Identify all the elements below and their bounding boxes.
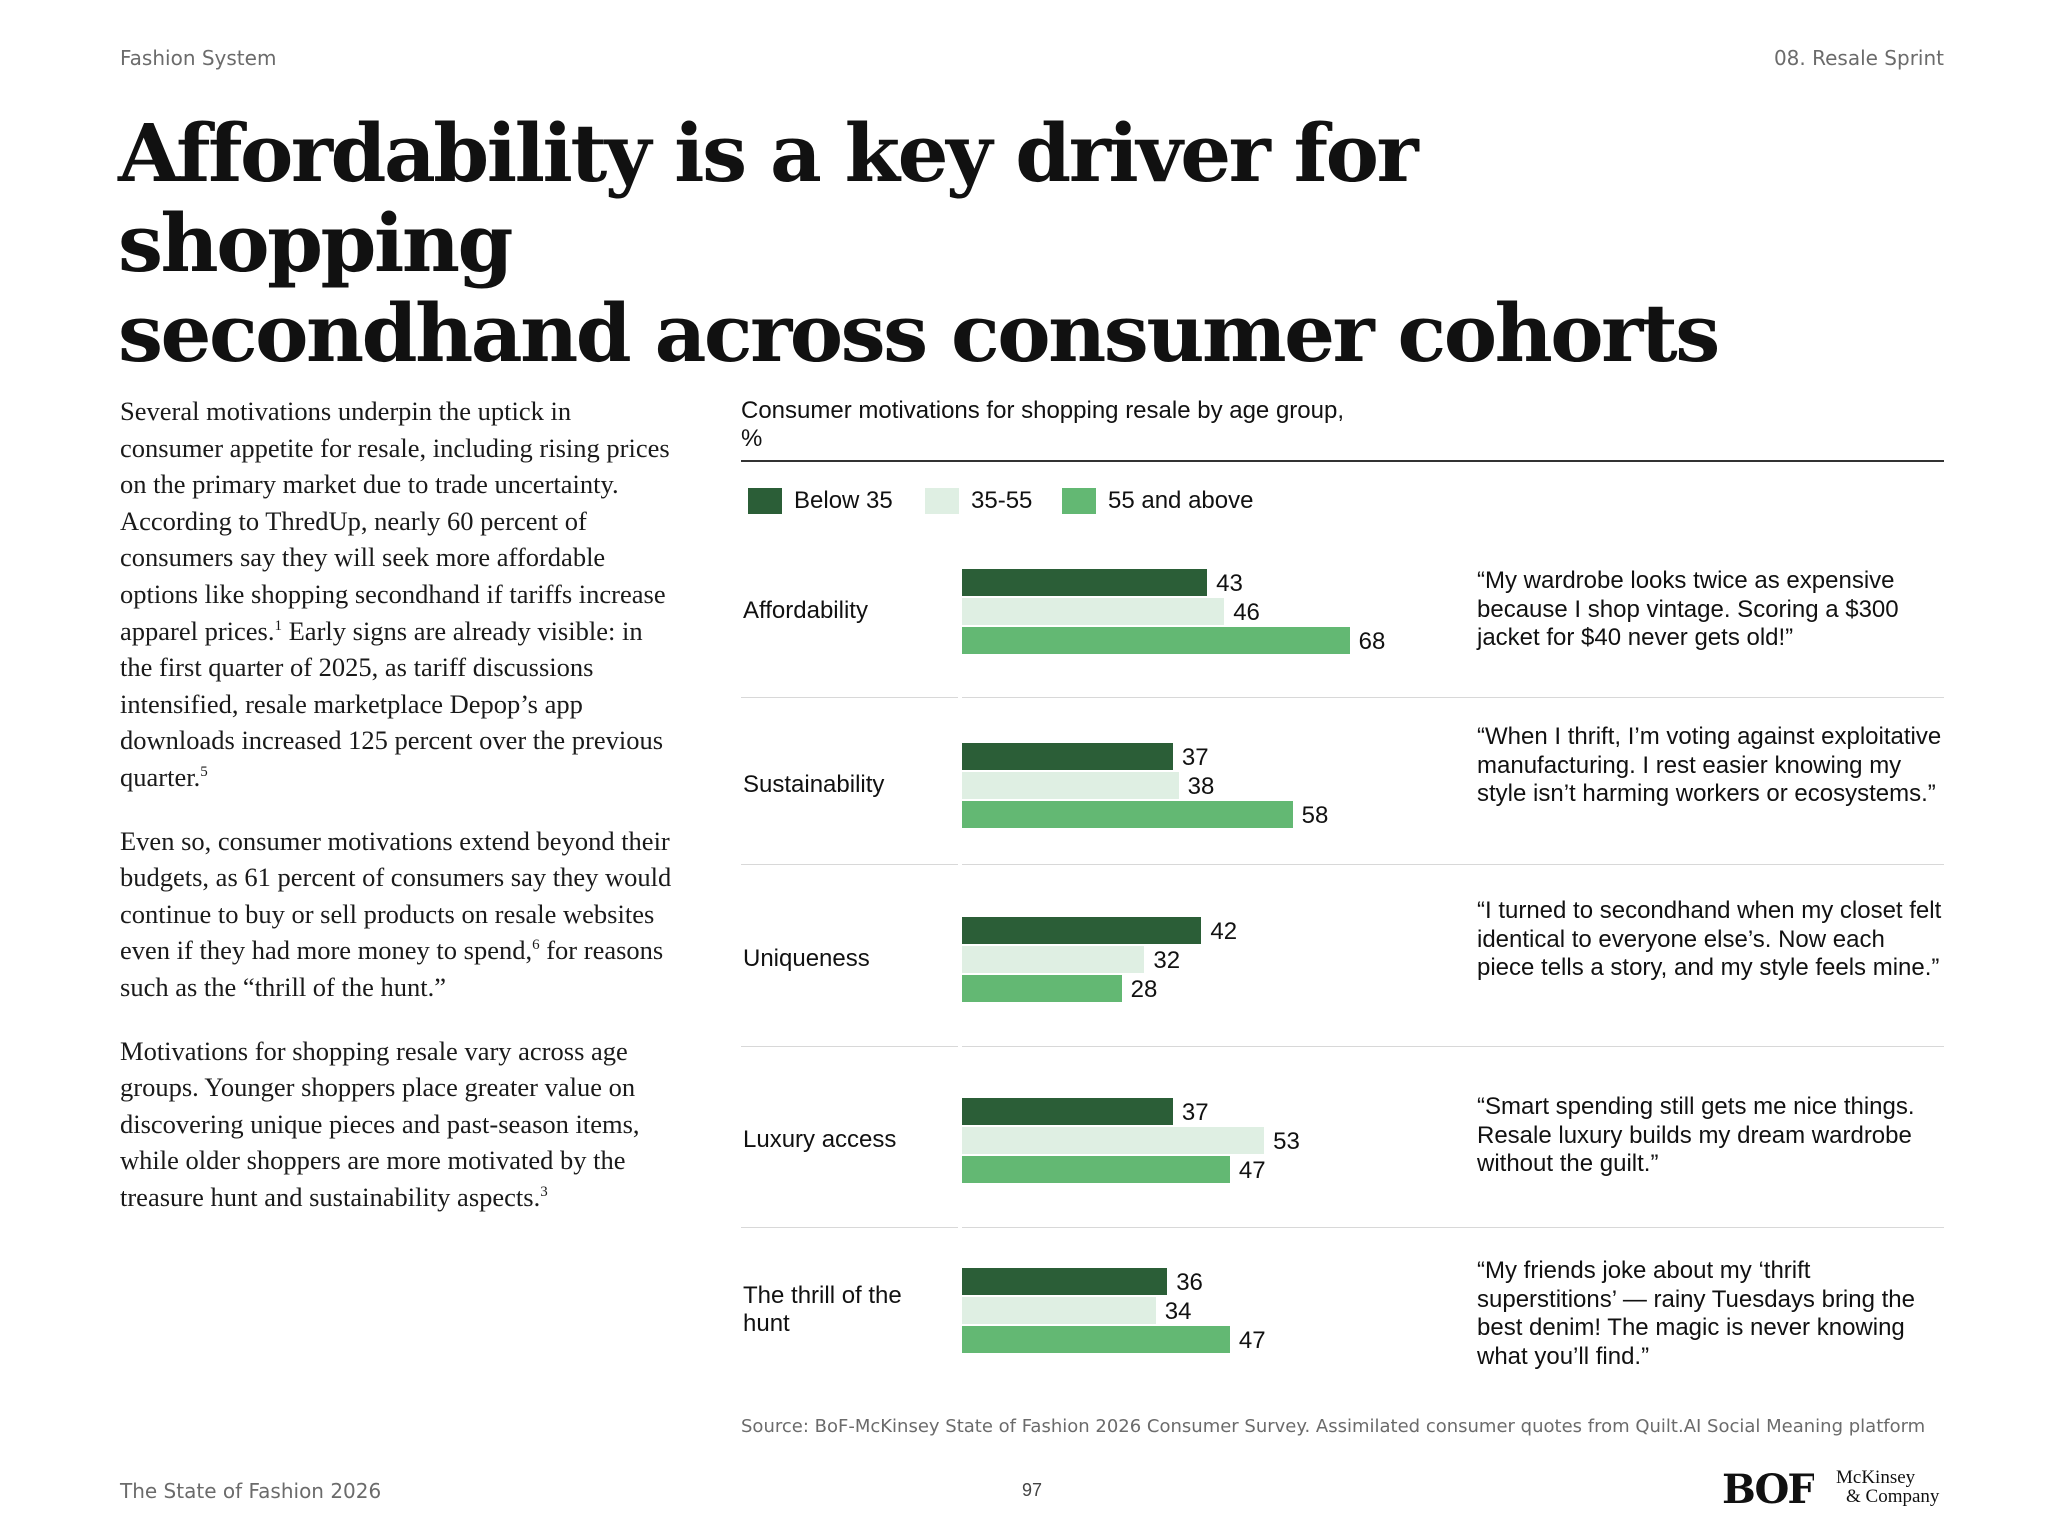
mckinsey-logo-line-1: McKinsey (1836, 1467, 1916, 1488)
chapter-label: 08. Resale Sprint (1773, 46, 1944, 70)
footnote-ref: 6 (532, 937, 540, 954)
bar-value-label: 43 (1216, 570, 1243, 597)
chart-title: Consumer motivations for shopping resale… (741, 397, 1344, 452)
page-number: 97 (1022, 1480, 1043, 1500)
section-label: Fashion System (120, 46, 277, 70)
row-divider (741, 1227, 958, 1228)
bar-value-label: 28 (1130, 976, 1158, 1003)
bar-value-label: 53 (1273, 1128, 1300, 1155)
bar-value-label: 47 (1238, 1157, 1266, 1184)
page-title-line-2: secondhand across consumer cohorts (118, 286, 1720, 380)
category-label: Sustainability (743, 771, 885, 798)
footnote-ref: 5 (200, 764, 208, 781)
row-divider (741, 697, 958, 698)
bar-value-label: 36 (1176, 1269, 1203, 1296)
chart-unit: % (741, 425, 763, 452)
page-title-line-1: Affordability is a key driver for shoppi… (118, 106, 1419, 290)
bar-below-35 (962, 917, 1202, 944)
category-label: Affordability (743, 597, 868, 624)
page-title: Affordability is a key driver for shoppi… (118, 108, 1818, 378)
bar-value-label: 37 (1181, 744, 1209, 771)
bof-logo-text: BOF (1722, 1466, 1814, 1511)
body-paragraph-1: Several motivations underpin the uptick … (120, 396, 670, 792)
mckinsey-logo: McKinsey & Company (1836, 1467, 1940, 1507)
bar-35-55 (962, 772, 1179, 799)
row-divider (962, 697, 1944, 698)
body-paragraph-2: Even so, consumer motivations extend bey… (120, 825, 672, 1002)
row-divider (741, 864, 958, 865)
legend-item-3: 55 and above (1062, 486, 1253, 516)
consumer-quote: “Smart spending still gets me nice thing… (1477, 1093, 1915, 1177)
bar-value-label: 34 (1164, 1298, 1192, 1325)
row-divider (962, 1227, 1944, 1228)
row-divider (962, 1046, 1944, 1047)
bar-35-55 (962, 946, 1145, 973)
bar-value-label: 42 (1210, 918, 1238, 945)
legend-label: 55 and above (1108, 487, 1254, 514)
body-paragraph-3: Motivations for shopping resale vary acr… (120, 1035, 640, 1212)
bar-value-label: 32 (1153, 947, 1181, 974)
bar-35-55 (962, 1127, 1265, 1154)
source-note: Source: BoF-McKinsey State of Fashion 20… (741, 1416, 1926, 1437)
row-divider (741, 1046, 958, 1047)
bar-35-55 (962, 1297, 1156, 1324)
bar-below-35 (962, 569, 1208, 596)
bar-below-35 (962, 743, 1173, 770)
mckinsey-logo-line-2: & Company (1846, 1486, 1940, 1507)
legend-item-2: 35-55 (925, 486, 1032, 516)
chart-title-rule (741, 460, 1944, 462)
legend-label: 35-55 (971, 487, 1033, 514)
bar-value-label: 38 (1187, 773, 1215, 800)
legend-swatch (1062, 488, 1096, 514)
bar-below-35 (962, 1268, 1168, 1295)
footnote-ref: 3 (540, 1184, 548, 1201)
bar-below-35 (962, 1098, 1173, 1125)
legend-label: Below 35 (794, 487, 893, 514)
bar-value-label: 46 (1233, 599, 1260, 626)
legend-item-1: Below 35 (748, 486, 893, 516)
legend-swatch (748, 488, 782, 514)
bof-logo: BOF (1722, 1466, 1814, 1511)
footnote-ref: 1 (274, 617, 283, 634)
legend-swatch (925, 488, 959, 514)
row-divider (962, 864, 1944, 865)
bar-value-label: 47 (1238, 1327, 1266, 1354)
category-label: The thrill of the hunt (743, 1282, 902, 1337)
consumer-quote: “When I thrift, I’m voting against explo… (1477, 723, 1942, 807)
bar-value-label: 58 (1301, 802, 1329, 829)
bar-55-and-above (962, 975, 1122, 1002)
body-text: Several motivations underpin the uptick … (120, 393, 680, 1242)
bar-55-and-above (962, 1326, 1230, 1353)
bar-55-and-above (962, 627, 1350, 654)
bar-55-and-above (962, 801, 1293, 828)
consumer-quote: “I turned to secondhand when my closet f… (1477, 897, 1942, 981)
bar-value-label: 68 (1358, 628, 1386, 655)
bar-value-label: 37 (1181, 1099, 1209, 1126)
bar-55-and-above (962, 1156, 1230, 1183)
bar-35-55 (962, 598, 1225, 625)
category-label: Luxury access (743, 1126, 897, 1153)
consumer-quote: “My wardrobe looks twice as expensive be… (1477, 567, 1899, 651)
consumer-quote: “My friends joke about my ‘thrift supers… (1477, 1257, 1915, 1370)
publication-name: The State of Fashion 2026 (120, 1479, 382, 1503)
category-label: Uniqueness (743, 945, 870, 972)
